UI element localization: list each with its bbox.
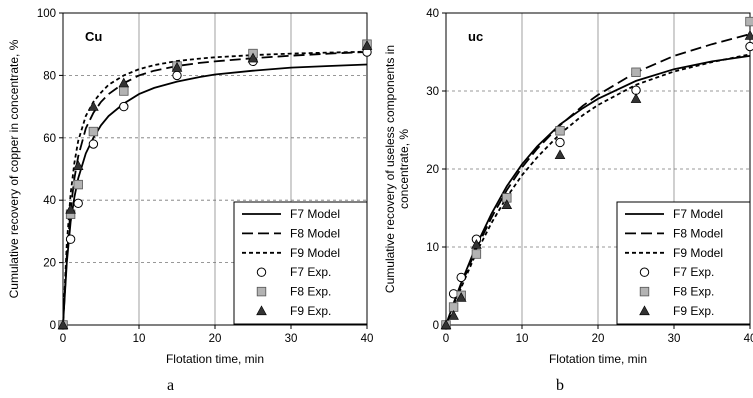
chart-uc-point-f8-exp	[631, 67, 641, 77]
chart-cu-point-f9-exp	[57, 319, 69, 330]
chart-uc-inset-label: uc	[468, 29, 483, 44]
chart-uc-y-axis-label-line: concentrate, %	[397, 129, 411, 209]
chart-cu-legend-entry: F8 Exp.	[290, 285, 331, 299]
chart-cu-point-f9-exp	[171, 61, 183, 72]
chart-cu-point-f9-exp	[72, 160, 84, 170]
chart-uc-y-tick-label: 20	[426, 164, 439, 176]
chart-uc-y-tick-label: 40	[426, 8, 439, 20]
chart-cu-point-f7-exp	[73, 198, 83, 209]
chart-uc-legend-entry: F9 Model	[673, 246, 723, 260]
chart-uc-point-f9-exp	[554, 149, 566, 160]
chart-uc-point-f8-exp	[745, 16, 753, 27]
chart-cu-legend-entry: F7 Model	[290, 207, 340, 221]
chart-cu-point-f7-exp	[88, 139, 99, 149]
chart-uc-legend-entry: F9 Exp.	[673, 304, 714, 318]
chart-uc-legend-entry: F7 Exp.	[673, 265, 714, 279]
chart-cu-legend: F7 Model F8 Model F9 Model F7 Exp. F8 Exp. F9…	[233, 201, 368, 325]
chart-cu-x-axis-label: Flotation time, min	[166, 352, 264, 366]
chart-uc-x-tick-label: 0	[443, 333, 449, 345]
chart-cu-legend-entry: F7 Exp.	[290, 265, 331, 279]
chart-uc-y-tick-label: 0	[433, 320, 439, 332]
chart-cu-y-tick-label: 0	[50, 320, 56, 332]
chart-uc-line-f9-model	[445, 53, 751, 326]
chart-uc-point-f9-exp	[630, 93, 642, 103]
chart-cu-point-f9-exp	[247, 52, 259, 63]
chart-cu-point-f7-exp	[65, 234, 76, 244]
chart-cu-x-tick-label: 0	[60, 333, 66, 345]
chart-cu-point-f7-exp	[119, 101, 129, 112]
chart-uc-y-tick-label: 30	[426, 86, 439, 98]
chart-cu-point-f8-exp	[119, 86, 129, 96]
chart-cu-legend-box	[233, 201, 368, 325]
chart-cu-y-tick-label: 80	[43, 70, 56, 82]
chart-cu-point-f9-exp	[65, 203, 76, 214]
chart-uc-legend-box	[616, 201, 751, 325]
chart-cu-legend-swatch	[256, 267, 267, 277]
chart-uc-point-f9-exp	[448, 310, 459, 320]
chart-uc-point-f9-exp	[471, 239, 482, 249]
chart-cu-y-tick-label: 60	[43, 133, 56, 145]
chart-cu-legend-swatch	[256, 286, 267, 297]
panel-label-a: a	[167, 377, 175, 394]
chart-uc-point-f9-exp	[744, 29, 753, 40]
chart-cu: 0 10 20 30 40 0 20 40 60 80 100 Cu Flotation time, m…	[7, 8, 373, 366]
chart-uc-legend: F7 Model F8 Model F9 Model F7 Exp. F8 Exp. F9…	[616, 201, 751, 325]
chart-cu-legend-entry: F8 Model	[290, 226, 340, 240]
chart-uc-point-f7-exp	[456, 272, 466, 283]
chart-uc-point-f7-exp	[631, 85, 641, 95]
chart-uc-y-axis-label-line: Cumulative recovery of useless component…	[383, 45, 397, 293]
chart-cu-x-tick-label: 10	[133, 333, 146, 345]
chart-uc: 0 10 20 30 40 0 10 20 30 40 uc Flotation time, min C…	[383, 8, 753, 366]
chart-cu-legend-entry: F9 Exp.	[290, 304, 331, 318]
chart-uc-x-tick-label: 40	[744, 333, 753, 345]
panel-label-b: b	[556, 377, 564, 394]
chart-cu-point-f9-exp	[361, 40, 373, 50]
chart-cu-x-tick-label: 40	[361, 333, 374, 345]
chart-uc-legend-entry: F8 Exp.	[673, 285, 714, 299]
chart-cu-y-axis-label: Cumulative recovery of copper in concent…	[7, 39, 21, 298]
chart-uc-line-f8-model	[445, 33, 751, 326]
chart-uc-x-tick-label: 30	[668, 333, 681, 345]
chart-cu-y-tick-label: 40	[43, 195, 56, 207]
chart-uc-legend-swatch	[639, 305, 650, 316]
chart-uc-legend-entry: F7 Model	[673, 207, 723, 221]
chart-uc-y-tick-label: 10	[426, 242, 439, 254]
chart-uc-frame	[445, 12, 751, 326]
chart-uc-x-tick-label: 10	[516, 333, 529, 345]
chart-cu-legend-swatch	[256, 305, 267, 316]
chart-cu-point-f8-exp	[73, 179, 83, 190]
chart-uc-point-f7-exp	[745, 41, 753, 52]
chart-uc-point-f9-exp	[440, 319, 452, 330]
chart-uc-point-f9-exp	[501, 199, 513, 209]
chart-uc-line-f7-model	[445, 55, 751, 326]
chart-uc-x-tick-label: 20	[592, 333, 605, 345]
chart-cu-point-f8-exp	[88, 126, 99, 137]
chart-uc-point-f8-exp	[555, 126, 565, 136]
chart-uc-legend-swatch	[639, 286, 650, 297]
chart-cu-y-tick-label: 20	[43, 258, 56, 270]
chart-uc-legend-swatch	[639, 267, 650, 277]
chart-uc-point-f8-exp	[471, 249, 482, 259]
chart-cu-y-tick-label: 100	[37, 8, 56, 20]
chart-uc-point-f9-exp	[455, 292, 467, 302]
chart-cu-point-f9-exp	[88, 100, 99, 111]
chart-uc-legend-entry: F8 Model	[673, 226, 723, 240]
chart-cu-point-f9-exp	[118, 77, 130, 88]
chart-uc-y-axis-label: Cumulative recovery of useless component…	[383, 45, 411, 293]
chart-cu-legend-entry: F9 Model	[290, 246, 340, 260]
chart-cu-point-f7-exp	[172, 70, 182, 81]
chart-cu-inset-label: Cu	[85, 29, 102, 44]
chart-cu-x-tick-label: 20	[209, 333, 222, 345]
chart-cu-x-tick-label: 30	[285, 333, 298, 345]
chart-cu-frame	[62, 12, 368, 326]
chart-uc-x-axis-label: Flotation time, min	[549, 352, 647, 366]
chart-uc-point-f7-exp	[555, 137, 565, 148]
